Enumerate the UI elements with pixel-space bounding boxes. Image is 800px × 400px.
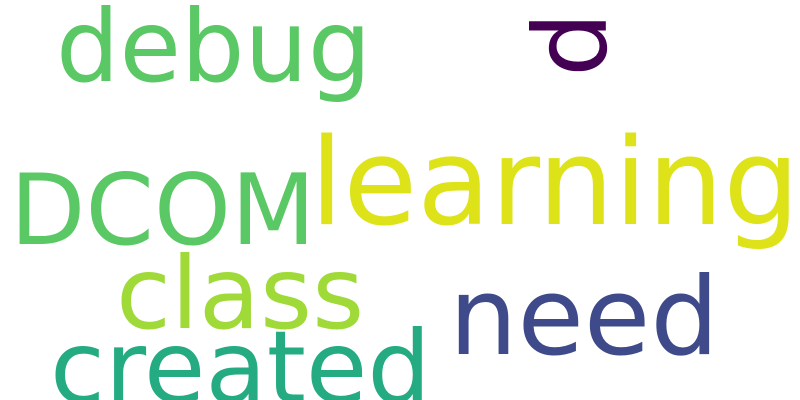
word-learning: learning bbox=[310, 114, 800, 253]
word-class: class bbox=[116, 235, 365, 352]
word-debug: debug bbox=[56, 0, 372, 105]
word-need: need bbox=[449, 255, 719, 380]
word-dcom: DCOM bbox=[10, 154, 316, 268]
word-created: created bbox=[50, 309, 431, 400]
word-p: p bbox=[525, 12, 644, 77]
